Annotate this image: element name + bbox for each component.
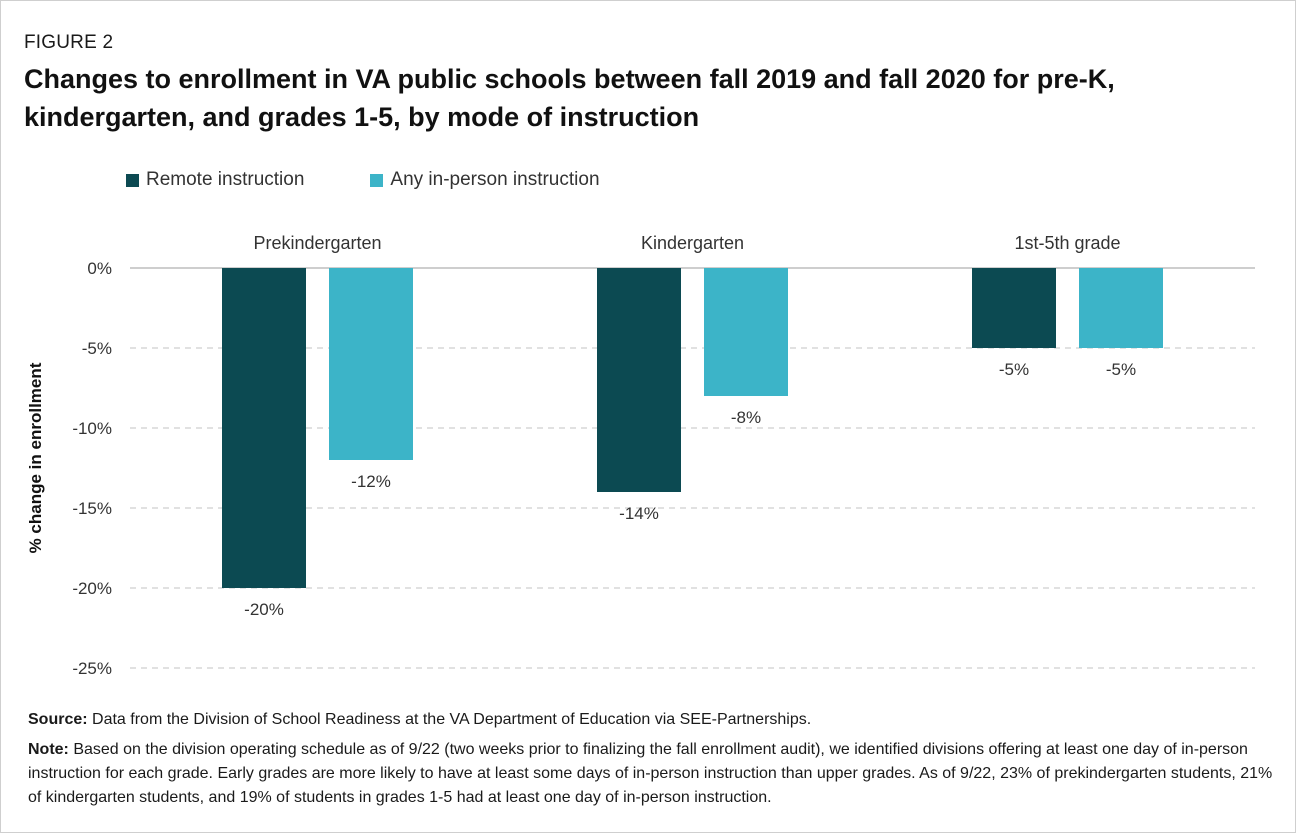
y-tick-label: -25% bbox=[72, 659, 112, 678]
bar bbox=[972, 268, 1056, 348]
source-text: Data from the Division of School Readine… bbox=[87, 711, 812, 728]
legend-label-in-person: Any in-person instruction bbox=[390, 169, 600, 190]
method-note: Note: Based on the division operating sc… bbox=[28, 738, 1273, 810]
chart-title: Changes to enrollment in VA public schoo… bbox=[24, 64, 1115, 132]
y-tick-label: -5% bbox=[82, 339, 112, 358]
data-label: -5% bbox=[1106, 360, 1136, 379]
y-tick-label: -20% bbox=[72, 579, 112, 598]
legend-item-in-person: Any in-person instruction bbox=[370, 169, 600, 191]
y-tick-label: -10% bbox=[72, 419, 112, 438]
bar bbox=[329, 268, 413, 460]
source-label: Source: bbox=[28, 711, 88, 728]
figure-number: FIGURE 2 bbox=[24, 32, 114, 53]
category-label: 1st-5th grade bbox=[1014, 233, 1120, 253]
legend-swatch-in-person bbox=[370, 173, 384, 187]
bar bbox=[704, 268, 788, 396]
y-tick-label: -15% bbox=[72, 499, 112, 518]
note-label: Note: bbox=[28, 741, 69, 758]
y-tick-label: 0% bbox=[87, 259, 112, 278]
bar-chart: 0% -5% -10% -15% -20% -25% % change in enrollm… bbox=[26, 233, 1255, 678]
legend-swatch-remote bbox=[126, 173, 139, 187]
note-text: Based on the division operating schedule… bbox=[28, 741, 1273, 806]
legend-label-remote: Remote instruction bbox=[146, 169, 305, 190]
data-label: -8% bbox=[731, 408, 761, 427]
source-note: Source: Data from the Division of School… bbox=[28, 708, 1273, 732]
chart-legend: Remote instruction Any in-person instruc… bbox=[126, 169, 666, 191]
bar bbox=[597, 268, 681, 492]
data-label: -20% bbox=[244, 600, 284, 619]
data-label: -14% bbox=[619, 504, 659, 523]
category-label: Prekindergarten bbox=[253, 233, 381, 253]
category-label: Kindergarten bbox=[641, 233, 744, 253]
data-label: -5% bbox=[999, 360, 1029, 379]
legend-item-remote: Remote instruction bbox=[126, 169, 304, 191]
data-label: -12% bbox=[351, 472, 391, 491]
bar bbox=[1079, 268, 1163, 348]
y-axis-label: % change in enrollment bbox=[26, 362, 45, 553]
figure-notes: Source: Data from the Division of School… bbox=[28, 708, 1273, 816]
bar bbox=[222, 268, 306, 588]
